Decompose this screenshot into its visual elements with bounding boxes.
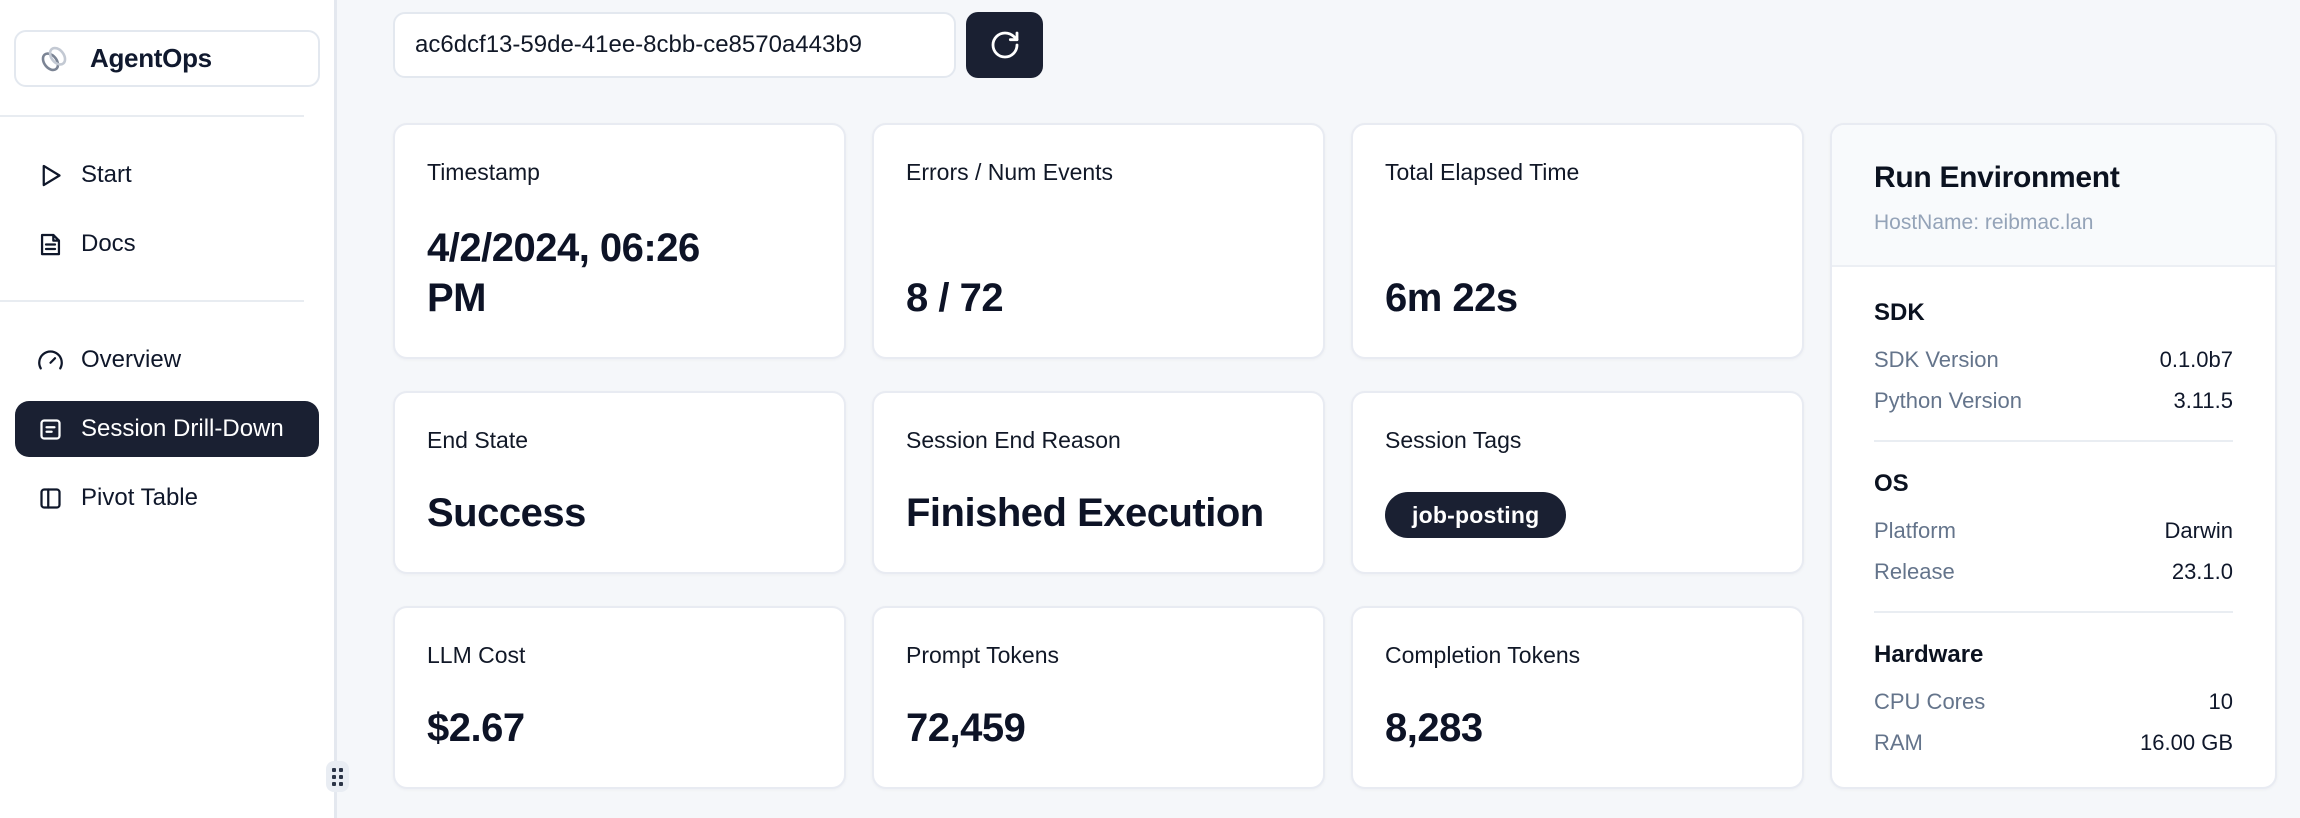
card-label: Session Tags [1385,427,1522,453]
env-row-label: CPU Cores [1874,689,1986,714]
document-icon [37,231,64,258]
card-value: $2.67 [427,706,525,750]
env-section-heading-hardware: Hardware [1874,641,1984,668]
sidebar-item-label: Overview [81,346,182,373]
card-label: LLM Cost [427,642,526,668]
session-toolbar [393,12,2277,78]
agentops-logo[interactable]: AgentOps [14,30,320,87]
card-label: Errors / Num Events [906,159,1114,185]
sidebar: AgentOps Start Docs [0,0,337,818]
sidebar-divider-top [0,115,304,117]
env-row-label: Release [1874,559,1955,584]
metrics-grid: Run Environment HostName: reibmac.lan SD… [393,123,2277,789]
sidebar-item-label: Docs [81,230,136,257]
brand-name: AgentOps [90,43,212,73]
card-value: 4/2/2024, 06:26 PM [427,226,700,320]
hostname-text: HostName: reibmac.lan [1874,211,2094,234]
sidebar-item-overview[interactable]: Overview [15,332,319,388]
env-row-value: 0.1.0b7 [2159,347,2233,372]
env-row: Python Version 3.11.5 [1874,388,2233,414]
metric-card-elapsed-time: Total Elapsed Time 6m 22s [1351,123,1804,359]
sidebar-item-label: Start [81,161,132,188]
card-label: End State [427,427,529,453]
card-value: Finished Execution [906,491,1264,535]
env-row-value: 16.00 GB [2140,730,2233,755]
env-row-label: Python Version [1874,388,2022,413]
sidebar-item-label: Pivot Table [81,484,198,511]
agentops-glasses-icon [34,42,74,76]
metric-card-prompt-tokens: Prompt Tokens 72,459 [872,606,1325,789]
sidebar-divider-bottom [0,300,304,302]
card-label: Timestamp [427,159,540,185]
metric-card-errors: Errors / Num Events 8 / 72 [872,123,1325,359]
env-section-heading-os: OS [1874,470,1909,497]
env-row-value: Darwin [2164,518,2233,543]
card-value: Success [427,491,586,535]
sidebar-item-docs[interactable]: Docs [15,216,319,272]
refresh-button[interactable] [966,12,1043,78]
env-divider [1874,440,2233,442]
env-row-value: 3.11.5 [2173,388,2233,413]
run-environment-header: Run Environment HostName: reibmac.lan [1832,125,2275,267]
env-row: SDK Version 0.1.0b7 [1874,347,2233,373]
metric-card-timestamp: Timestamp 4/2/2024, 06:26 PM [393,123,846,359]
session-log-icon [37,416,64,443]
card-value: 72,459 [906,706,1026,750]
panel-left-icon [37,485,64,512]
sidebar-item-pivot-table[interactable]: Pivot Table [15,470,319,526]
sidebar-resize-handle[interactable] [326,761,349,792]
card-label: Prompt Tokens [906,642,1059,668]
session-id-input[interactable] [393,12,956,78]
run-environment-title: Run Environment [1874,161,2120,194]
run-environment-body: SDK SDK Version 0.1.0b7 Python Version 3… [1832,267,2275,787]
env-section-heading-sdk: SDK [1874,299,1925,326]
run-environment-panel: Run Environment HostName: reibmac.lan SD… [1830,123,2277,789]
env-row: Release 23.1.0 [1874,559,2233,585]
metric-card-end-state: End State Success [393,391,846,574]
env-divider [1874,611,2233,613]
metric-card-completion-tokens: Completion Tokens 8,283 [1351,606,1804,789]
env-row: CPU Cores 10 [1874,689,2233,715]
env-row-value: 23.1.0 [2171,559,2233,584]
metric-card-llm-cost: LLM Cost $2.67 [393,606,846,789]
main-content: Run Environment HostName: reibmac.lan SD… [337,0,2300,818]
card-value: 8,283 [1385,706,1483,750]
env-row-label: Platform [1874,518,1956,543]
play-icon [37,162,64,189]
env-row-value: 10 [2208,689,2233,714]
env-row: Platform Darwin [1874,518,2233,544]
gauge-icon [37,347,64,374]
sidebar-item-session-drill-down[interactable]: Session Drill-Down [15,401,319,457]
sidebar-item-start[interactable]: Start [15,147,319,203]
env-row-label: RAM [1874,730,1923,755]
metric-card-end-reason: Session End Reason Finished Execution [872,391,1325,574]
sidebar-item-label: Session Drill-Down [81,415,284,442]
metric-card-session-tags: Session Tags job-posting [1351,391,1804,574]
card-label: Completion Tokens [1385,642,1581,668]
env-row-label: SDK Version [1874,347,1999,372]
card-label: Session End Reason [906,427,1121,453]
env-row: RAM 16.00 GB [1874,730,2233,756]
card-value: 6m 22s [1385,276,1518,320]
card-value: 8 / 72 [906,276,1004,320]
card-label: Total Elapsed Time [1385,159,1580,185]
rotate-cw-icon [989,29,1021,61]
session-tag-badge[interactable]: job-posting [1385,492,1567,538]
